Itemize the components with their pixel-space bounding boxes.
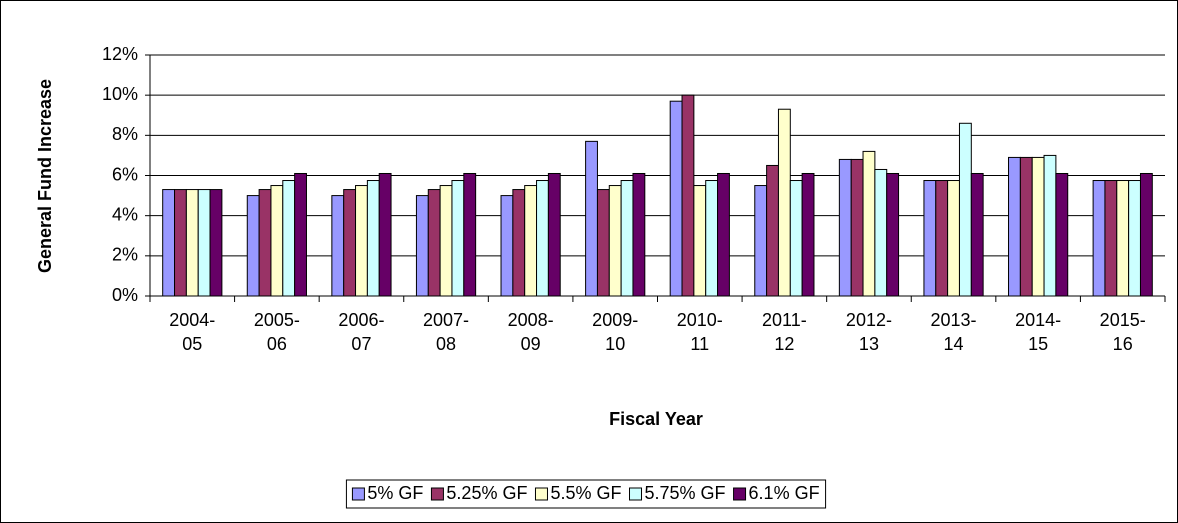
x-tick-label: 2009- 10 xyxy=(592,310,639,354)
bar xyxy=(632,172,646,297)
legend-swatch xyxy=(351,487,365,501)
x-tick-label: 2004- 05 xyxy=(169,310,216,354)
bar xyxy=(1128,180,1141,297)
bar xyxy=(343,189,357,297)
legend-label: 5.25% GF xyxy=(446,483,527,503)
x-tick-label: 2015- 16 xyxy=(1099,310,1146,354)
bar xyxy=(536,180,549,297)
bar xyxy=(197,189,211,297)
bar xyxy=(162,189,176,297)
legend-swatch xyxy=(430,487,444,501)
legend-label: 6.1% GF xyxy=(749,483,820,503)
legend-swatch xyxy=(629,487,643,501)
bar xyxy=(378,172,392,297)
bar xyxy=(766,164,779,297)
bar xyxy=(524,185,538,297)
x-tick-label: 2014- 15 xyxy=(1015,310,1062,354)
legend-label: 5.5% GF xyxy=(550,483,621,503)
bar xyxy=(463,172,477,297)
legend-label: 5.75% GF xyxy=(645,483,726,503)
bar xyxy=(294,172,307,297)
bar xyxy=(1031,156,1045,297)
legend-swatch xyxy=(733,487,747,501)
bar xyxy=(1139,172,1153,297)
bar xyxy=(1092,180,1106,297)
bar xyxy=(451,180,465,297)
bar xyxy=(681,94,695,297)
bar xyxy=(620,180,634,297)
bar xyxy=(355,185,368,297)
bar xyxy=(958,122,972,297)
y-tick-label: 10% xyxy=(102,84,138,104)
bar xyxy=(754,185,768,297)
legend-swatch xyxy=(534,487,548,501)
bar xyxy=(886,172,900,297)
bar xyxy=(862,150,876,297)
bar xyxy=(923,180,937,297)
bar xyxy=(838,158,852,297)
bar xyxy=(547,172,561,297)
bar xyxy=(1104,180,1118,297)
bar xyxy=(801,172,815,297)
bar xyxy=(282,180,296,297)
bar xyxy=(1043,154,1057,297)
bar xyxy=(850,158,864,297)
bar xyxy=(185,189,199,297)
bar xyxy=(1019,156,1033,297)
y-tick-label: 8% xyxy=(112,124,138,144)
bar xyxy=(427,189,441,297)
y-axis-title: General Fund Increase xyxy=(35,79,55,273)
y-tick-label: 4% xyxy=(112,204,138,224)
bar xyxy=(935,180,949,297)
bar xyxy=(439,185,453,297)
bar xyxy=(209,189,223,297)
y-tick-label: 0% xyxy=(112,285,138,305)
x-tick-label: 2005- 06 xyxy=(253,310,300,354)
bar xyxy=(500,195,514,297)
y-tick-label: 2% xyxy=(112,245,138,265)
bar xyxy=(947,180,960,297)
legend-label: 5% GF xyxy=(367,483,423,503)
y-tick-label: 12% xyxy=(102,44,138,64)
x-axis-title: Fiscal Year xyxy=(609,409,703,429)
bar xyxy=(705,180,719,297)
bar xyxy=(331,195,345,297)
x-tick-label: 2013- 14 xyxy=(930,310,977,354)
bar xyxy=(717,172,730,297)
x-tick-label: 2011- 12 xyxy=(762,310,807,354)
x-tick-label: 2010- 11 xyxy=(676,310,723,354)
bar xyxy=(258,189,272,297)
x-tick-label: 2006- 07 xyxy=(338,310,385,354)
bar xyxy=(789,180,803,297)
bar xyxy=(512,189,526,297)
bar xyxy=(777,108,791,297)
bar xyxy=(415,195,429,297)
y-tick-label: 6% xyxy=(112,164,138,184)
bar xyxy=(585,140,598,297)
x-tick-label: 2008- 09 xyxy=(507,310,554,354)
bar xyxy=(874,168,888,297)
bar xyxy=(669,100,683,297)
bar xyxy=(1008,156,1021,297)
bar xyxy=(608,185,622,297)
bar xyxy=(246,195,260,297)
bar xyxy=(970,172,984,297)
x-tick-label: 2012- 13 xyxy=(845,310,892,354)
bar xyxy=(270,185,284,297)
bar xyxy=(1055,172,1069,297)
bar xyxy=(596,189,610,297)
bar xyxy=(366,180,380,297)
x-tick-label: 2007- 08 xyxy=(423,310,470,354)
bar xyxy=(693,185,707,297)
bar xyxy=(174,189,187,297)
bar xyxy=(1116,180,1130,297)
